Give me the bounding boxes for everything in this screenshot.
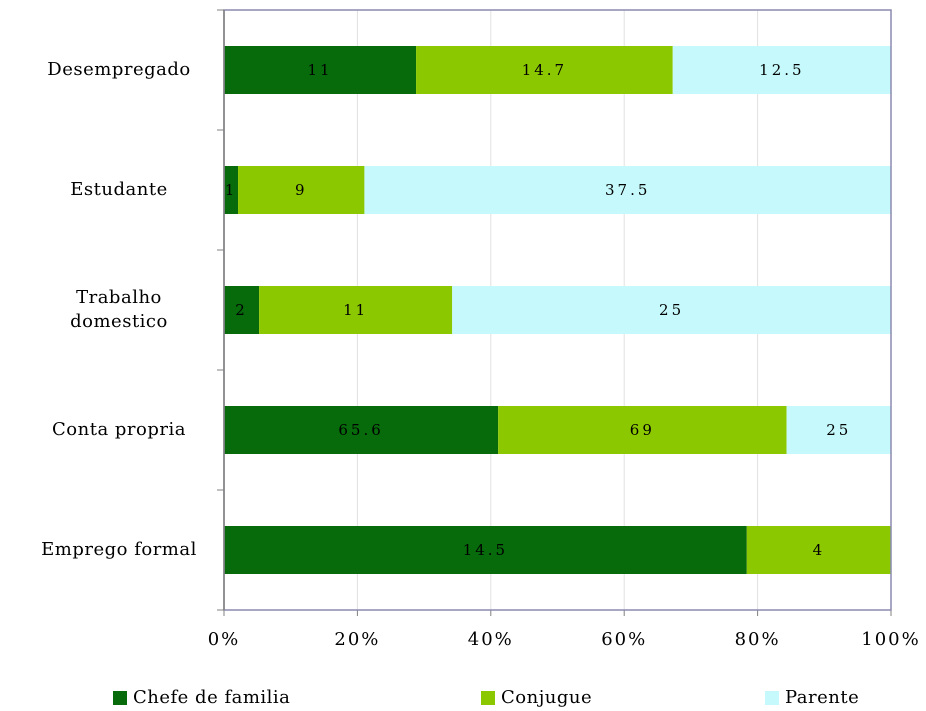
bar-segment	[672, 46, 891, 94]
data-label: 69	[630, 421, 655, 439]
bar-segment	[224, 46, 417, 94]
data-label: 25	[826, 421, 851, 439]
legend-swatch	[113, 691, 127, 705]
y-tick-label: Conta propria	[52, 419, 186, 440]
x-tick-label: 20%	[334, 629, 380, 650]
bar-segment	[498, 406, 787, 454]
legend-label: Chefe de familia	[133, 687, 290, 708]
x-tick-label: 40%	[468, 629, 514, 650]
bar-segment	[786, 406, 891, 454]
y-tick-label: Trabalho domestico	[70, 287, 168, 332]
x-tick-label: 0%	[208, 629, 241, 650]
data-label: 25	[659, 301, 684, 319]
legend-swatch	[481, 691, 495, 705]
x-tick-label: 100%	[861, 629, 920, 650]
bar-segment	[416, 46, 673, 94]
x-tick-label: 80%	[735, 629, 781, 650]
data-label: 1	[225, 181, 238, 199]
bar-segment	[224, 286, 260, 334]
data-label: 9	[295, 181, 308, 199]
legend-swatch	[765, 691, 779, 705]
bar-segment	[452, 286, 891, 334]
legend-label: Parente	[785, 687, 859, 708]
data-label: 14.5	[463, 541, 508, 559]
data-label: 2	[235, 301, 248, 319]
data-label: 37.5	[605, 181, 650, 199]
data-label: 4	[813, 541, 826, 559]
data-label: 65.6	[338, 421, 383, 439]
bar-segment	[224, 406, 499, 454]
data-label: 11	[307, 61, 332, 79]
data-label: 12.5	[759, 61, 804, 79]
y-tick-label: Emprego formal	[41, 539, 197, 560]
y-tick-label: Desempregado	[47, 59, 191, 80]
data-label: 14.7	[522, 61, 567, 79]
bar-segment	[259, 286, 453, 334]
y-tick-label: Estudante	[70, 179, 168, 200]
x-tick-label: 60%	[601, 629, 647, 650]
bar-segment	[224, 166, 239, 214]
legend-label: Conjugue	[501, 687, 592, 708]
bar-segment	[746, 526, 891, 574]
bar-segment	[224, 526, 747, 574]
data-label: 11	[343, 301, 368, 319]
bar-segment	[238, 166, 365, 214]
bar-segment	[364, 166, 892, 214]
